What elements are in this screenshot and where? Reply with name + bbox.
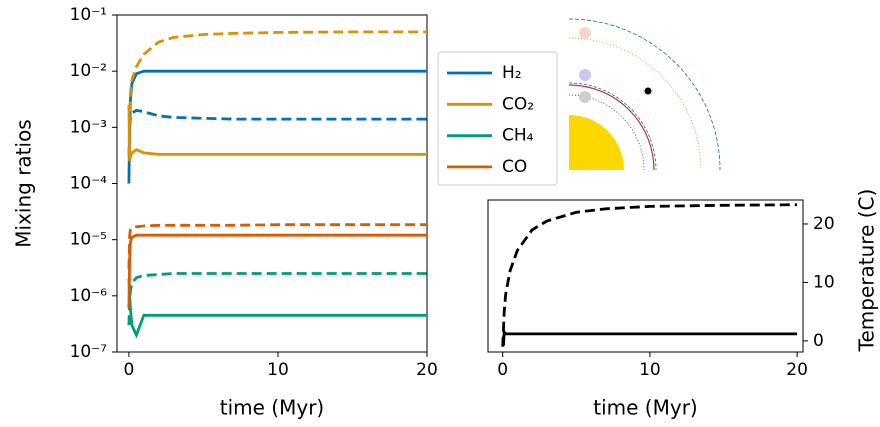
y-tick-label: 10⁻² [70, 61, 107, 81]
series-line-dashed [127, 272, 427, 326]
y-tick-label: 10⁻⁷ [70, 342, 108, 362]
series-line [127, 69, 427, 184]
y-tick-label: 10⁻⁴ [70, 174, 108, 194]
y-tick-label: 10⁻⁵ [70, 230, 107, 250]
series-line-dashed [127, 108, 427, 157]
series-line [127, 104, 427, 162]
y-tick-label: 0 [813, 331, 824, 351]
x-axis-label: time (Myr) [593, 396, 697, 420]
x-tick-label: 10 [267, 360, 289, 380]
legend-label: CO [502, 157, 527, 177]
series-line-dashed [127, 223, 427, 270]
x-tick-label: 20 [786, 360, 808, 380]
orbit-diagram [568, 18, 721, 171]
x-tick-label: 10 [639, 360, 661, 380]
series-line [501, 328, 798, 346]
x-tick-label: 0 [124, 360, 135, 380]
x-axis-label: time (Myr) [220, 396, 324, 420]
legend-box [437, 51, 558, 186]
plot-frame [487, 199, 804, 353]
x-tick-label: 0 [497, 360, 508, 380]
y-tick-label: 10⁻¹ [70, 5, 107, 25]
legend-label: CH₄ [502, 126, 534, 146]
y-tick-label: 10⁻⁶ [70, 286, 108, 306]
legend-label: CO₂ [502, 94, 534, 114]
y-tick-label: 10 [813, 272, 835, 292]
y-tick-label: 10⁻³ [70, 117, 107, 137]
legend-label: H₂ [502, 63, 522, 83]
y-axis-label: Mixing ratios [12, 119, 36, 247]
series-line [127, 233, 427, 309]
y-tick-label: 20 [813, 214, 835, 234]
series-line-dashed [127, 30, 427, 157]
y-axis-label: Temperature (C) [855, 189, 879, 353]
x-tick-label: 20 [416, 360, 438, 380]
plot-frame [116, 14, 428, 353]
series-line-dashed [501, 203, 798, 347]
series-line [127, 278, 427, 339]
